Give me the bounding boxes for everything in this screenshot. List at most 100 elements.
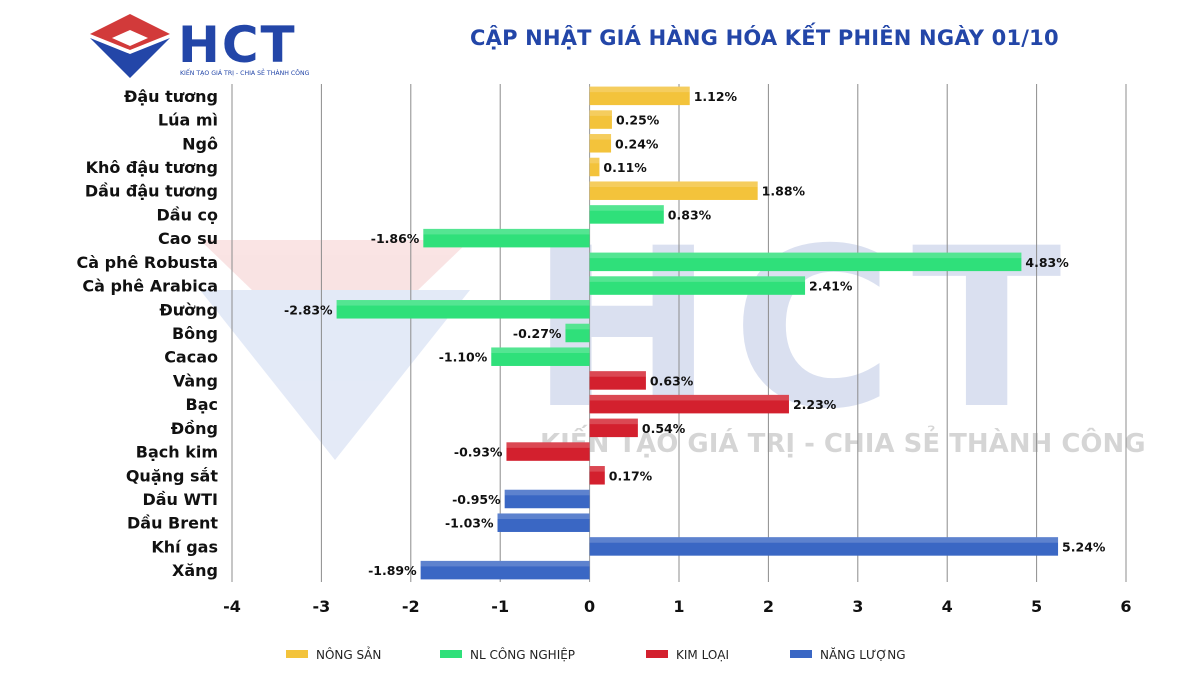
category-label: Bạc [186, 395, 218, 414]
x-tick-label: 4 [942, 597, 953, 616]
category-label: Đậu tương [124, 87, 218, 106]
watermark: HCT KIẾN TẠO GIÁ TRỊ - CHIA SẺ THÀNH CÔN… [200, 201, 1146, 460]
watermark-logo-blue-bottom [200, 290, 470, 460]
bar [589, 276, 806, 295]
legend-swatch [286, 650, 308, 658]
bar [589, 157, 600, 177]
bar-highlight [491, 347, 590, 354]
chart-value-labels: 1.12% 0.25% 0.24% 0.11% 1.88% 0.83% -1.86% 4.83… [284, 89, 1106, 578]
bar [589, 418, 638, 438]
legend-label: NL CÔNG NGHIỆP [470, 647, 575, 662]
bar [420, 560, 590, 580]
bar [589, 371, 646, 390]
data-label: 4.83% [1025, 255, 1069, 270]
bar-highlight [420, 560, 590, 567]
legend-swatch [646, 650, 668, 658]
data-label: 2.23% [793, 397, 837, 412]
category-label: Vàng [173, 371, 218, 390]
data-label: 0.83% [668, 207, 712, 222]
x-tick-label: -3 [313, 597, 331, 616]
bar [589, 466, 605, 485]
legend-swatch [790, 650, 812, 658]
category-label: Cà phê Robusta [77, 253, 219, 272]
x-tick-label: -2 [402, 597, 420, 616]
data-label: -0.95% [452, 492, 501, 507]
bar-highlight [589, 371, 646, 377]
bar-highlight [589, 205, 664, 211]
category-label: Đồng [171, 419, 218, 438]
category-label: Xăng [172, 561, 218, 580]
data-label: -1.03% [445, 516, 494, 531]
category-label: Lúa mì [158, 111, 218, 130]
hct-logo: HCT KIẾN TẠO GIÁ TRỊ - CHIA SẺ THÀNH CÔN… [90, 14, 310, 78]
bar [589, 537, 1059, 556]
bar [504, 489, 590, 509]
data-label: 1.12% [694, 89, 738, 104]
watermark-slogan-text: KIẾN TẠO GIÁ TRỊ - CHIA SẺ THÀNH CÔNG [540, 424, 1146, 459]
page-title: CẬP NHẬT GIÁ HÀNG HÓA KẾT PHIÊN NGÀY 01/… [470, 26, 1059, 50]
bar-highlight [589, 537, 1059, 543]
data-label: -2.83% [284, 302, 333, 317]
data-label: -0.93% [454, 445, 503, 460]
x-tick-label: -1 [491, 597, 509, 616]
category-label: Khí gas [151, 537, 218, 556]
data-label: 0.24% [615, 136, 659, 151]
category-label: Quặng sắt [126, 466, 219, 485]
category-label: Ngô [182, 134, 218, 153]
logo-diamond-blue-icon [90, 38, 170, 78]
data-label: -1.10% [439, 350, 488, 365]
bar [423, 228, 590, 248]
bar-highlight [589, 276, 806, 282]
x-tick-label: 0 [584, 597, 595, 616]
bar [589, 86, 690, 106]
legend-label: KIM LOẠI [676, 648, 729, 662]
x-tick-label: 6 [1120, 597, 1131, 616]
data-label: 2.41% [809, 279, 853, 294]
data-label: 0.25% [616, 113, 660, 128]
category-label: Dầu đậu tương [85, 182, 218, 201]
bar [589, 134, 612, 153]
category-label: Cao su [158, 229, 218, 248]
category-label: Dầu cọ [156, 205, 218, 224]
x-tick-label: 5 [1031, 597, 1042, 616]
bar [497, 513, 590, 532]
category-label: Dầu Brent [127, 514, 218, 533]
bar-highlight [589, 466, 605, 472]
bar [589, 110, 612, 129]
bar-highlight [565, 323, 590, 330]
bar-highlight [589, 252, 1022, 259]
bar-highlight [589, 86, 690, 93]
data-label: 0.63% [650, 373, 694, 388]
watermark-logo-red-top [200, 240, 470, 370]
legend-swatch [440, 650, 462, 658]
data-label: 0.11% [603, 160, 647, 175]
bar-highlight [506, 442, 590, 448]
bar [589, 205, 664, 224]
chart-legend: NÔNG SẢN NL CÔNG NGHIỆP KIM LOẠI NĂNG LƯỢNG [286, 646, 906, 662]
data-label: 0.54% [642, 421, 686, 436]
logo-brand-text: HCT [178, 16, 297, 74]
x-tick-label: -4 [223, 597, 241, 616]
x-tick-label: 2 [763, 597, 774, 616]
bar-highlight [336, 300, 590, 306]
bar [491, 347, 590, 366]
category-label: Bạch kim [136, 443, 218, 462]
bar [336, 300, 590, 319]
bar [589, 252, 1022, 272]
logo-slogan-text: KIẾN TẠO GIÁ TRỊ - CHIA SẺ THÀNH CÔNG [180, 67, 310, 77]
bar-highlight [423, 228, 590, 235]
bar-highlight [589, 394, 789, 401]
category-label: Bông [172, 324, 218, 343]
x-tick-label: 1 [673, 597, 684, 616]
legend-label: NĂNG LƯỢNG [820, 647, 906, 662]
bar [589, 394, 789, 414]
legend-label: NÔNG SẢN [316, 646, 381, 662]
category-label: Cà phê Arabica [82, 277, 218, 296]
bar-highlight [589, 181, 758, 188]
category-label: Cacao [164, 348, 218, 367]
bar-highlight [497, 513, 590, 520]
chart-x-axis: -4 -3 -2 -1 0 1 2 3 4 5 6 [223, 597, 1131, 616]
bar-highlight [504, 489, 590, 496]
category-label: Khô đậu tương [86, 158, 218, 177]
